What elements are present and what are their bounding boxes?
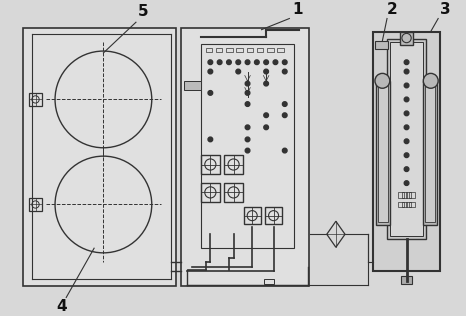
Text: 1: 1: [292, 2, 303, 17]
Circle shape: [404, 125, 409, 130]
Circle shape: [404, 111, 409, 116]
Circle shape: [404, 167, 409, 172]
Bar: [376, 81, 390, 225]
Circle shape: [282, 148, 287, 153]
Circle shape: [208, 91, 212, 95]
Bar: [402, 192, 407, 198]
Circle shape: [423, 73, 438, 88]
Bar: [277, 48, 284, 52]
Circle shape: [404, 69, 409, 74]
Bar: [247, 48, 253, 52]
Bar: [216, 48, 222, 52]
Bar: [409, 192, 415, 198]
Circle shape: [245, 125, 250, 130]
Circle shape: [404, 83, 409, 88]
Text: 3: 3: [440, 2, 451, 17]
Circle shape: [245, 148, 250, 153]
Circle shape: [217, 60, 222, 64]
Bar: [400, 32, 413, 45]
Bar: [201, 155, 219, 174]
Bar: [181, 28, 309, 286]
Circle shape: [264, 60, 268, 64]
Circle shape: [208, 69, 212, 74]
Bar: [185, 81, 201, 90]
Circle shape: [404, 181, 409, 185]
Circle shape: [245, 102, 250, 106]
Circle shape: [236, 69, 240, 74]
Circle shape: [404, 153, 409, 158]
Circle shape: [226, 60, 231, 64]
Bar: [257, 48, 263, 52]
Bar: [423, 81, 437, 225]
Circle shape: [208, 137, 212, 142]
Circle shape: [264, 81, 268, 86]
Bar: [206, 48, 212, 52]
Circle shape: [282, 102, 287, 106]
Bar: [224, 155, 243, 174]
Circle shape: [404, 139, 409, 143]
Bar: [29, 198, 42, 211]
Circle shape: [264, 125, 268, 130]
Circle shape: [254, 60, 259, 64]
Bar: [201, 183, 219, 202]
Circle shape: [282, 113, 287, 118]
Bar: [409, 202, 415, 207]
Circle shape: [404, 60, 409, 64]
Bar: [373, 32, 440, 271]
Bar: [398, 192, 404, 198]
Bar: [405, 202, 411, 207]
Circle shape: [375, 73, 390, 88]
Circle shape: [264, 69, 268, 74]
Bar: [226, 48, 233, 52]
Circle shape: [282, 69, 287, 74]
Circle shape: [245, 91, 250, 95]
Bar: [201, 44, 294, 248]
Circle shape: [245, 81, 250, 86]
Circle shape: [264, 113, 268, 118]
Bar: [425, 84, 435, 222]
Bar: [224, 183, 243, 202]
Bar: [267, 48, 274, 52]
Bar: [264, 279, 274, 284]
Bar: [402, 202, 407, 207]
Bar: [236, 48, 243, 52]
Bar: [378, 84, 388, 222]
Circle shape: [404, 97, 409, 102]
Circle shape: [273, 60, 278, 64]
Bar: [398, 202, 404, 207]
Bar: [387, 39, 426, 239]
Bar: [265, 207, 282, 224]
Bar: [29, 93, 42, 106]
Text: 5: 5: [138, 4, 149, 20]
Circle shape: [236, 60, 240, 64]
Bar: [375, 41, 388, 49]
Bar: [390, 42, 423, 236]
Bar: [401, 276, 412, 283]
Bar: [22, 28, 176, 286]
Circle shape: [245, 60, 250, 64]
Bar: [244, 207, 260, 224]
Circle shape: [208, 60, 212, 64]
Text: 4: 4: [56, 299, 67, 314]
Circle shape: [245, 137, 250, 142]
Bar: [405, 192, 411, 198]
Text: 2: 2: [387, 2, 398, 17]
Circle shape: [282, 60, 287, 64]
